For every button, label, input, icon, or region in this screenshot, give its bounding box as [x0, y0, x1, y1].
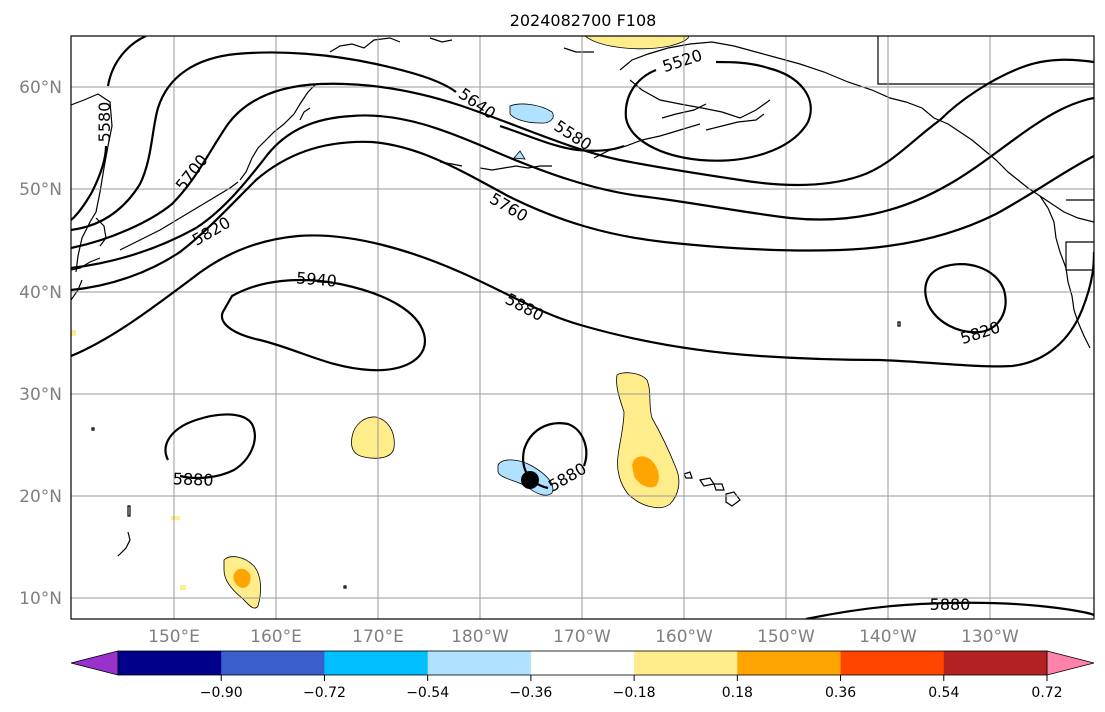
- contour-5880-west: [164, 413, 256, 480]
- colorbar-tick-label: −0.72: [303, 685, 346, 701]
- lon-label: 150°E: [148, 627, 200, 647]
- colorbar-segment: [840, 651, 945, 675]
- contour-5820-north: [71, 140, 1094, 292]
- shade-yellow-tiny-2: [180, 585, 186, 590]
- contour-label: 5580: [95, 102, 114, 143]
- contour-5880-se: [805, 601, 1094, 619]
- colorbar-segment: [324, 651, 429, 675]
- lat-label: 50°N: [19, 180, 62, 200]
- colorbar-tick-label: 0.72: [1031, 685, 1062, 701]
- lon-label: 170°W: [553, 627, 611, 647]
- contour-5760: [71, 96, 1094, 270]
- lat-label: 30°N: [19, 385, 62, 405]
- colorbar-tick-label: 0.36: [825, 685, 856, 701]
- colorbar-segment: [427, 651, 532, 675]
- colorbar: −0.90 −0.72 −0.54 −0.36 −0.18 0.18 0.36 0.54 0.7…: [70, 650, 1095, 701]
- contour-label: 5880: [173, 469, 214, 489]
- lat-label: 10°N: [19, 589, 62, 609]
- lon-label: 150°W: [757, 627, 815, 647]
- colorbar-segment: [634, 651, 738, 675]
- lat-label: 20°N: [19, 487, 62, 507]
- shade-yellow-hawaii: [616, 372, 680, 508]
- colorbar-tick-label: 0.18: [722, 685, 753, 701]
- lon-label: 160°W: [655, 627, 713, 647]
- shade-orange-south: [233, 568, 251, 588]
- storm-marker: [521, 471, 539, 489]
- shade-yellow-tiny-3: [71, 330, 76, 336]
- contour-5820-east: [924, 263, 1007, 334]
- contour-5700: [71, 58, 1094, 250]
- contour-label: 5880: [930, 595, 971, 614]
- lon-label: 160°E: [250, 627, 302, 647]
- shade-blue-small: [513, 150, 526, 160]
- contour-5940: [221, 278, 427, 372]
- shade-yellow-170e: [351, 416, 395, 459]
- colorbar-segment: [943, 651, 1048, 675]
- longitude-labels: 150°E 160°E 170°E 180°W 170°W 160°W 150°…: [148, 627, 1019, 647]
- colorbar-tick-label: 0.54: [928, 685, 959, 701]
- map-title: 2024082700 F108: [510, 11, 657, 30]
- colorbar-tick-label: −0.90: [200, 685, 243, 701]
- contour-5520: [624, 60, 812, 162]
- shade-yellow-tiny-1: [171, 516, 180, 520]
- lon-label: 170°E: [352, 627, 404, 647]
- colorbar-segment: [118, 651, 222, 675]
- colorbar-tick-label: −0.54: [406, 685, 449, 701]
- colorbar-tick-label: −0.18: [613, 685, 656, 701]
- lon-label: 130°W: [961, 627, 1019, 647]
- colorbar-segment: [221, 651, 325, 675]
- contour-label: 5940: [295, 268, 337, 290]
- contour-5580-west: [106, 36, 147, 87]
- shade-yellow-north: [584, 36, 689, 50]
- lon-label: 180°W: [451, 627, 509, 647]
- latitude-labels: 60°N 50°N 40°N 30°N 20°N 10°N: [19, 78, 62, 609]
- map-frame: [70, 35, 1095, 620]
- colorbar-ticks: −0.90 −0.72 −0.54 −0.36 −0.18 0.18 0.36 0.54 0.7…: [200, 675, 1063, 701]
- lon-label: 140°W: [859, 627, 917, 647]
- shade-orange-hawaii: [632, 456, 659, 488]
- shade-blue-aleutian: [509, 103, 554, 124]
- height-contours: [71, 36, 1094, 619]
- colorbar-segment: [530, 651, 635, 675]
- contour-5880-main: [71, 234, 1094, 368]
- lat-label: 40°N: [19, 283, 62, 303]
- colorbar-frame: [117, 650, 1048, 676]
- shaded-anomalies: [71, 36, 689, 609]
- contour-5640: [71, 51, 457, 232]
- colorbar-segment: [737, 651, 842, 675]
- colorbar-segments: [118, 651, 1048, 675]
- colorbar-extend-high: [1046, 650, 1095, 676]
- colorbar-extend-low: [70, 650, 119, 676]
- colorbar-tick-label: −0.36: [509, 685, 552, 701]
- lat-label: 60°N: [19, 78, 62, 98]
